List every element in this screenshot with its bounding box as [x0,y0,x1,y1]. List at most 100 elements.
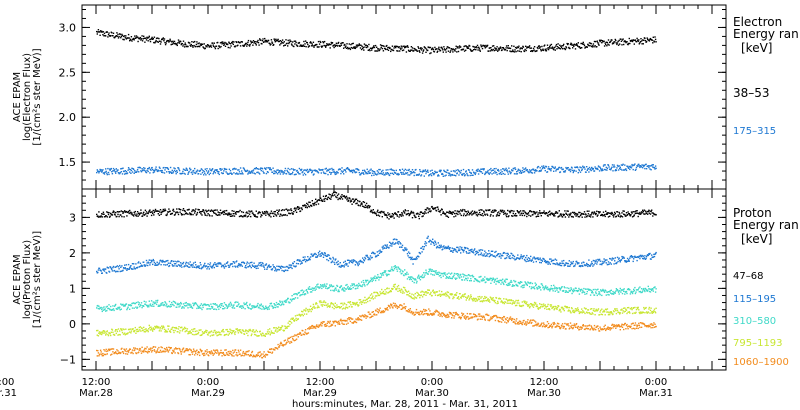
data-point [325,195,327,197]
data-point [390,268,392,270]
data-point [185,305,187,307]
data-point [329,194,331,196]
data-point [630,167,633,169]
data-point [196,169,199,171]
data-point [446,47,448,50]
data-point [409,277,411,279]
data-point [466,214,468,216]
data-point [228,214,230,216]
data-point [334,263,336,265]
data-point [586,166,588,168]
data-point [250,172,252,174]
data-point [526,47,528,49]
data-point [508,215,510,217]
data-point [589,216,592,218]
data-point [293,293,295,296]
data-point [166,171,168,173]
data-point [625,261,628,263]
proton-ylabel-line: ACE EPAM [12,254,23,304]
data-point [460,172,462,174]
data-point [174,167,176,170]
data-point [191,210,193,213]
data-point [427,207,429,209]
data-point [175,212,177,214]
data-point [425,209,428,211]
data-point [345,47,348,49]
data-point [268,264,270,266]
data-point [224,307,226,309]
data-point [307,205,310,207]
data-point [266,307,268,309]
data-point [424,208,427,211]
data-point [235,168,237,170]
data-point [149,168,152,171]
data-point [172,42,175,44]
data-point [429,270,431,272]
data-point [242,173,244,175]
data-point [128,212,130,215]
data-point [224,210,226,212]
data-point [128,268,130,270]
data-point [254,214,256,216]
data-point [397,46,400,49]
data-point [525,260,527,263]
data-point [654,36,656,38]
data-point [539,210,541,212]
data-point [592,259,595,262]
data-point [634,255,636,257]
data-point [399,50,401,52]
data-point [283,41,285,43]
data-point [540,48,542,51]
data-point [568,265,570,267]
data-point [435,273,438,275]
data-point [191,263,193,266]
data-point [290,298,292,301]
data-point [647,210,649,213]
data-point [275,38,277,40]
data-point [528,257,531,260]
data-point [127,33,130,36]
data-point [511,210,513,212]
data-point [246,261,248,263]
data-point [455,249,457,251]
data-point [290,264,293,266]
data-point [371,280,373,283]
data-point [401,47,403,49]
data-point [551,259,554,262]
data-point [334,194,336,196]
data-point [248,262,250,264]
data-point [513,45,515,47]
data-point [359,259,362,262]
data-point [462,48,465,50]
data-point [569,43,572,46]
data-point [270,265,272,268]
data-point [631,163,633,166]
data-point [655,41,657,43]
data-point [425,212,427,214]
data-point [219,214,221,216]
data-point [178,168,180,170]
data-point [431,241,433,243]
data-point [211,306,214,308]
data-point [400,48,402,50]
data-point [234,45,237,47]
data-point [301,168,303,171]
data-point [574,263,577,265]
data-point [112,308,115,310]
data-point [508,257,511,259]
data-point [468,249,470,252]
data-point [284,214,287,216]
data-point [359,44,361,46]
data-point [112,265,115,268]
data-point [285,269,287,272]
data-point [630,40,632,42]
data-point [453,170,455,172]
data-point [421,215,423,218]
data-point [192,209,195,211]
data-point [164,264,167,266]
data-point [356,202,358,204]
data-point [484,173,486,176]
data-point [121,215,123,218]
data-point [178,303,181,305]
data-point [98,172,100,174]
